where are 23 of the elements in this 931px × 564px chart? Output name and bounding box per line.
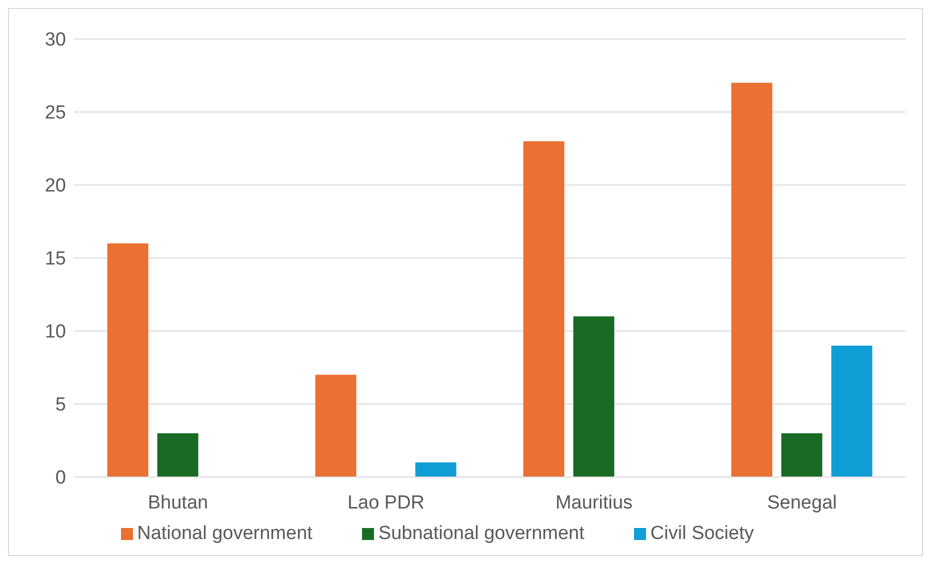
bar: [523, 141, 564, 477]
bar: [573, 316, 614, 477]
y-tick-label: 20: [44, 176, 66, 197]
x-tick-label: Lao PDR: [347, 492, 425, 514]
x-tick-label: Mauritius: [555, 492, 633, 514]
legend-label: Subnational government: [378, 523, 584, 544]
bar: [831, 346, 872, 477]
y-tick-label: 30: [44, 30, 66, 51]
legend-label: Civil Society: [650, 523, 754, 544]
bar: [781, 433, 822, 477]
bar: [107, 243, 148, 477]
y-tick-label: 25: [44, 102, 66, 124]
y-tick-label: 5: [55, 394, 66, 416]
bar: [315, 374, 356, 477]
bar: [731, 82, 772, 477]
x-tick-label: Senegal: [767, 492, 837, 514]
y-tick-label: 15: [44, 248, 66, 270]
x-tick-label: Bhutan: [148, 492, 208, 514]
legend-label: National government: [137, 523, 312, 544]
bar: [415, 462, 456, 477]
y-tick-label: 10: [44, 322, 66, 343]
bar: [157, 433, 198, 477]
y-tick-label: 0: [55, 468, 66, 489]
